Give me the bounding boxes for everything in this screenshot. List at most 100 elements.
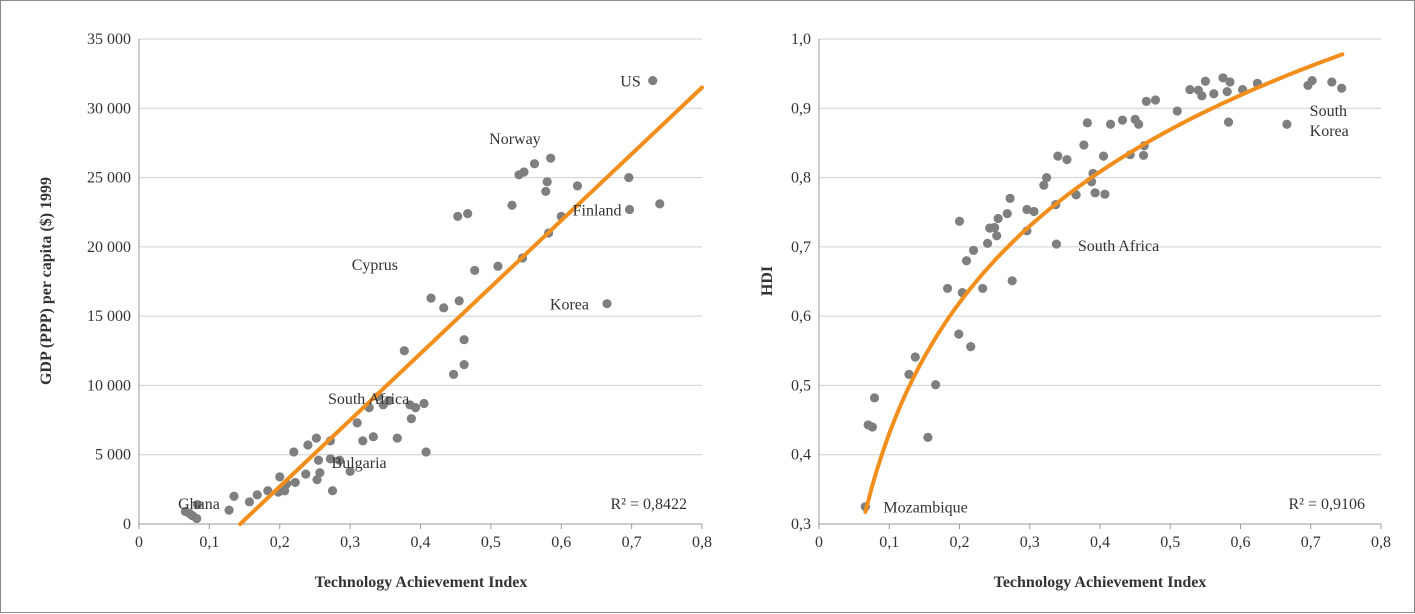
- data-point: [368, 432, 378, 442]
- data-point: [954, 216, 965, 226]
- data-point: [426, 293, 436, 303]
- data-point: [1172, 106, 1182, 116]
- data-point: [1090, 188, 1100, 198]
- data-point: [869, 393, 880, 403]
- data-point: [280, 486, 290, 496]
- x-tick-label: 0,6: [1231, 534, 1251, 551]
- data-point: [1098, 151, 1109, 161]
- x-tick-label: 0,6: [551, 534, 571, 551]
- data-point: [244, 497, 255, 507]
- data-point: [529, 159, 540, 169]
- annotation-label: Finland: [573, 202, 622, 219]
- data-point: [334, 455, 345, 465]
- data-point: [1327, 77, 1337, 87]
- data-point: [493, 261, 503, 271]
- data-point: [541, 186, 551, 197]
- y-tick-label: 0,3: [791, 516, 811, 533]
- data-point: [439, 303, 449, 313]
- data-point: [624, 172, 634, 183]
- data-point: [1005, 193, 1015, 203]
- data-point: [311, 433, 321, 443]
- data-point: [410, 403, 421, 413]
- data-point: [459, 335, 469, 345]
- data-point: [301, 469, 311, 479]
- data-point: [327, 486, 338, 496]
- y-axis-title: GDP (PPP) per capita ($) 1999: [38, 177, 55, 385]
- data-point: [313, 455, 324, 465]
- x-tick-label: 0,7: [622, 534, 642, 551]
- data-point: [1051, 239, 1062, 249]
- data-point: [655, 199, 665, 209]
- data-point: [1039, 180, 1049, 190]
- data-point: [229, 491, 239, 501]
- data-point: [459, 360, 469, 370]
- y-tick-label: 0,9: [791, 100, 811, 117]
- annotation-label: Korea: [550, 297, 589, 314]
- data-point: [1079, 140, 1089, 150]
- data-point: [993, 213, 1003, 224]
- data-point: [954, 329, 964, 339]
- data-point: [453, 211, 463, 221]
- data-point: [325, 454, 336, 464]
- data-point: [1134, 119, 1144, 129]
- data-point: [315, 468, 325, 478]
- data-point: [931, 380, 941, 390]
- annotation-label: Mozambique: [883, 500, 967, 517]
- y-tick-label: 0,5: [791, 377, 811, 394]
- data-point: [345, 466, 355, 476]
- x-tick-label: 0,4: [411, 534, 431, 551]
- data-point: [1150, 95, 1161, 105]
- data-point: [1002, 209, 1012, 219]
- data-points: [860, 73, 1347, 512]
- y-tick-label: 20 000: [87, 239, 131, 256]
- data-point: [1282, 119, 1292, 129]
- data-point: [572, 181, 583, 191]
- y-tick-label: 0,8: [791, 170, 811, 187]
- data-point: [352, 418, 362, 428]
- x-tick-label: 0,3: [340, 534, 360, 551]
- data-point: [454, 296, 464, 306]
- data-point: [275, 472, 285, 482]
- data-point: [1117, 115, 1128, 125]
- data-point: [419, 398, 429, 409]
- data-point: [910, 352, 920, 362]
- data-point: [1022, 204, 1032, 215]
- data-point: [399, 346, 409, 356]
- data-point: [421, 447, 431, 457]
- data-point: [312, 475, 322, 485]
- y-tick-label: 25 000: [87, 170, 131, 187]
- data-point: [904, 369, 914, 379]
- y-tick-label: 30 000: [87, 100, 131, 117]
- data-point: [1185, 84, 1195, 95]
- y-tick-label: 0,6: [791, 308, 811, 325]
- data-point: [1138, 150, 1149, 160]
- data-point: [406, 414, 416, 424]
- data-point: [1105, 119, 1116, 129]
- y-tick-label: 15 000: [87, 308, 131, 325]
- annotations: Mozambique South Africa South Korea: [883, 103, 1348, 516]
- data-point: [1200, 76, 1210, 86]
- x-tick-label: 0,2: [270, 534, 290, 551]
- data-point: [252, 490, 262, 500]
- trendline: [863, 52, 1345, 514]
- x-tick-label: 0: [815, 534, 823, 551]
- data-point: [303, 440, 313, 450]
- x-tick-label: 0,7: [1301, 534, 1321, 551]
- data-point: [192, 500, 203, 510]
- annotations: US Norway Finland Cyprus Korea South Africa Bu…: [178, 74, 641, 513]
- data-point: [1209, 89, 1219, 99]
- y-axis-title: HDI: [759, 266, 776, 296]
- gridlines: [819, 38, 1381, 456]
- data-point: [289, 447, 299, 457]
- data-point: [224, 505, 234, 515]
- x-tick-label: 0,5: [481, 534, 501, 551]
- data-point: [392, 433, 402, 443]
- data-point: [1307, 75, 1317, 86]
- data-point: [463, 209, 473, 219]
- data-point: [1222, 87, 1232, 97]
- x-tick-label: 0,2: [950, 534, 970, 551]
- x-axis-title: Technology Achievement Index: [315, 574, 528, 591]
- y-tick-label: 5 000: [95, 447, 131, 464]
